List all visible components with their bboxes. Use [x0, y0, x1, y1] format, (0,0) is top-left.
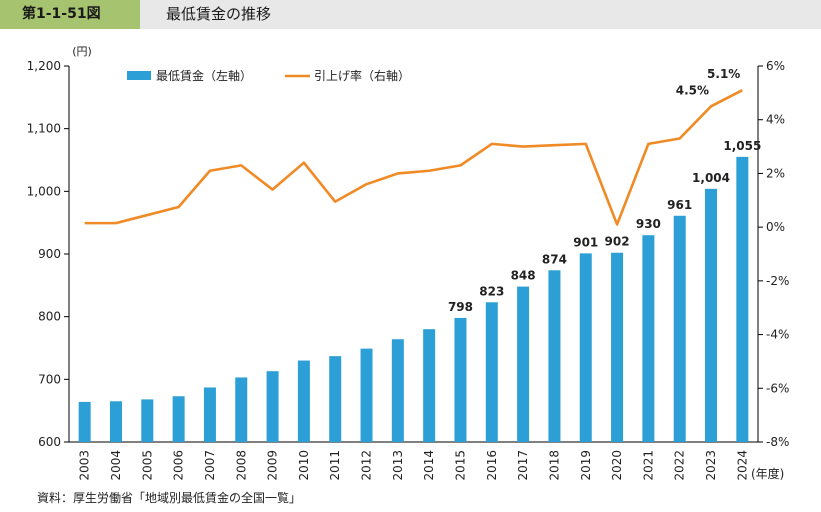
bar-2014: [423, 329, 436, 442]
bar-2015: [454, 317, 467, 442]
left-tick-label: 1,200: [27, 59, 61, 73]
x-tick-label: 2018: [547, 450, 561, 481]
bar-2019: [579, 253, 592, 442]
right-tick-label: 4%: [766, 113, 785, 127]
bar-data-label: 930: [636, 217, 661, 231]
bar-2022: [673, 215, 686, 442]
x-tick-label: 2004: [109, 450, 123, 481]
bar-2010: [297, 360, 310, 442]
x-tick-label: 2021: [641, 450, 655, 481]
x-tick-label: 2020: [610, 450, 624, 481]
right-tick-label: -8%: [766, 435, 789, 449]
bar-2008: [235, 377, 248, 442]
x-tick-label: 2007: [203, 450, 217, 481]
x-tick-label: 2009: [266, 450, 280, 481]
legend-label-bar: 最低賃金（左軸）: [156, 68, 252, 83]
bar-2004: [109, 401, 122, 442]
figure-header: 第1-1-51図 最低賃金の推移: [0, 0, 821, 29]
left-tick-label: 700: [38, 372, 61, 386]
bar-2023: [705, 188, 718, 442]
x-tick-label: 2022: [673, 450, 687, 481]
bar-2007: [203, 387, 216, 442]
bar-2013: [391, 339, 404, 442]
left-tick-label: 900: [38, 247, 61, 261]
x-tick-label: 2016: [485, 450, 499, 481]
bar-2017: [517, 286, 530, 442]
bar-data-label: 961: [667, 198, 692, 212]
x-tick-label: 2011: [328, 450, 342, 481]
x-tick-label: 2006: [172, 450, 186, 481]
right-tick-label: -4%: [766, 328, 789, 342]
x-tick-label: 2012: [360, 450, 374, 481]
bar-2016: [485, 302, 498, 442]
right-tick-label: 2%: [766, 166, 785, 180]
x-tick-label: 2010: [297, 450, 311, 481]
legend-swatch-bar: [127, 71, 151, 80]
bar-2018: [548, 270, 561, 442]
right-tick-label: -6%: [766, 381, 789, 395]
x-tick-label: 2019: [579, 450, 593, 481]
source-note: 資料：厚生労働省「地域別最低賃金の全国一覧」: [37, 491, 302, 505]
left-tick-label: 600: [38, 435, 61, 449]
x-tick-label: 2023: [704, 450, 718, 481]
x-tick-label: 2013: [391, 450, 405, 481]
x-tick-label: 2015: [453, 450, 467, 481]
x-tick-label: 2003: [78, 450, 92, 481]
x-tick-label: 2024: [735, 450, 749, 481]
legend-label-line: 引上げ率（右軸）: [314, 68, 410, 83]
bar-data-label: 1,055: [723, 139, 761, 153]
figure-title: 最低賃金の推移: [166, 5, 272, 23]
bar-2009: [266, 371, 279, 442]
bar-data-label: 798: [448, 300, 473, 314]
right-tick-label: 0%: [766, 220, 785, 234]
bar-data-label: 874: [542, 252, 567, 266]
bar-data-label: 848: [511, 269, 536, 283]
line-data-label: 4.5%: [676, 83, 709, 97]
bar-2011: [329, 356, 342, 442]
figure-number: 第1-1-51図: [0, 0, 140, 29]
line-data-label: 5.1%: [707, 67, 740, 81]
bar-data-label: 902: [605, 235, 630, 249]
left-axis-unit: (円): [72, 45, 92, 58]
combo-chart: 600 700 800 900 1,000 1,100 1,200 (円) -8% -6% -4% -…: [27, 45, 790, 481]
bar-data-label: 823: [479, 284, 504, 298]
bar-2006: [172, 396, 185, 442]
right-tick-label: 6%: [766, 59, 785, 73]
left-tick-label: 1,100: [27, 122, 61, 136]
bar-2024: [736, 156, 749, 442]
bar-2005: [141, 399, 154, 442]
left-tick-label: 1,000: [27, 184, 61, 198]
x-tick-label: 2005: [140, 450, 154, 481]
bar-data-label: 901: [573, 235, 598, 249]
left-tick-label: 800: [38, 310, 61, 324]
rate-line: [84, 89, 743, 226]
x-tick-label: 2008: [234, 450, 248, 481]
right-tick-label: -2%: [766, 274, 789, 288]
bar-2020: [611, 252, 624, 442]
x-tick-label: 2017: [516, 450, 530, 481]
bar-2021: [642, 235, 655, 442]
bar-data-label: 1,004: [692, 171, 730, 185]
bar-2003: [78, 401, 91, 442]
x-tick-label: 2014: [422, 450, 436, 481]
bar-2012: [360, 348, 373, 442]
x-axis-unit: (年度): [751, 466, 784, 481]
